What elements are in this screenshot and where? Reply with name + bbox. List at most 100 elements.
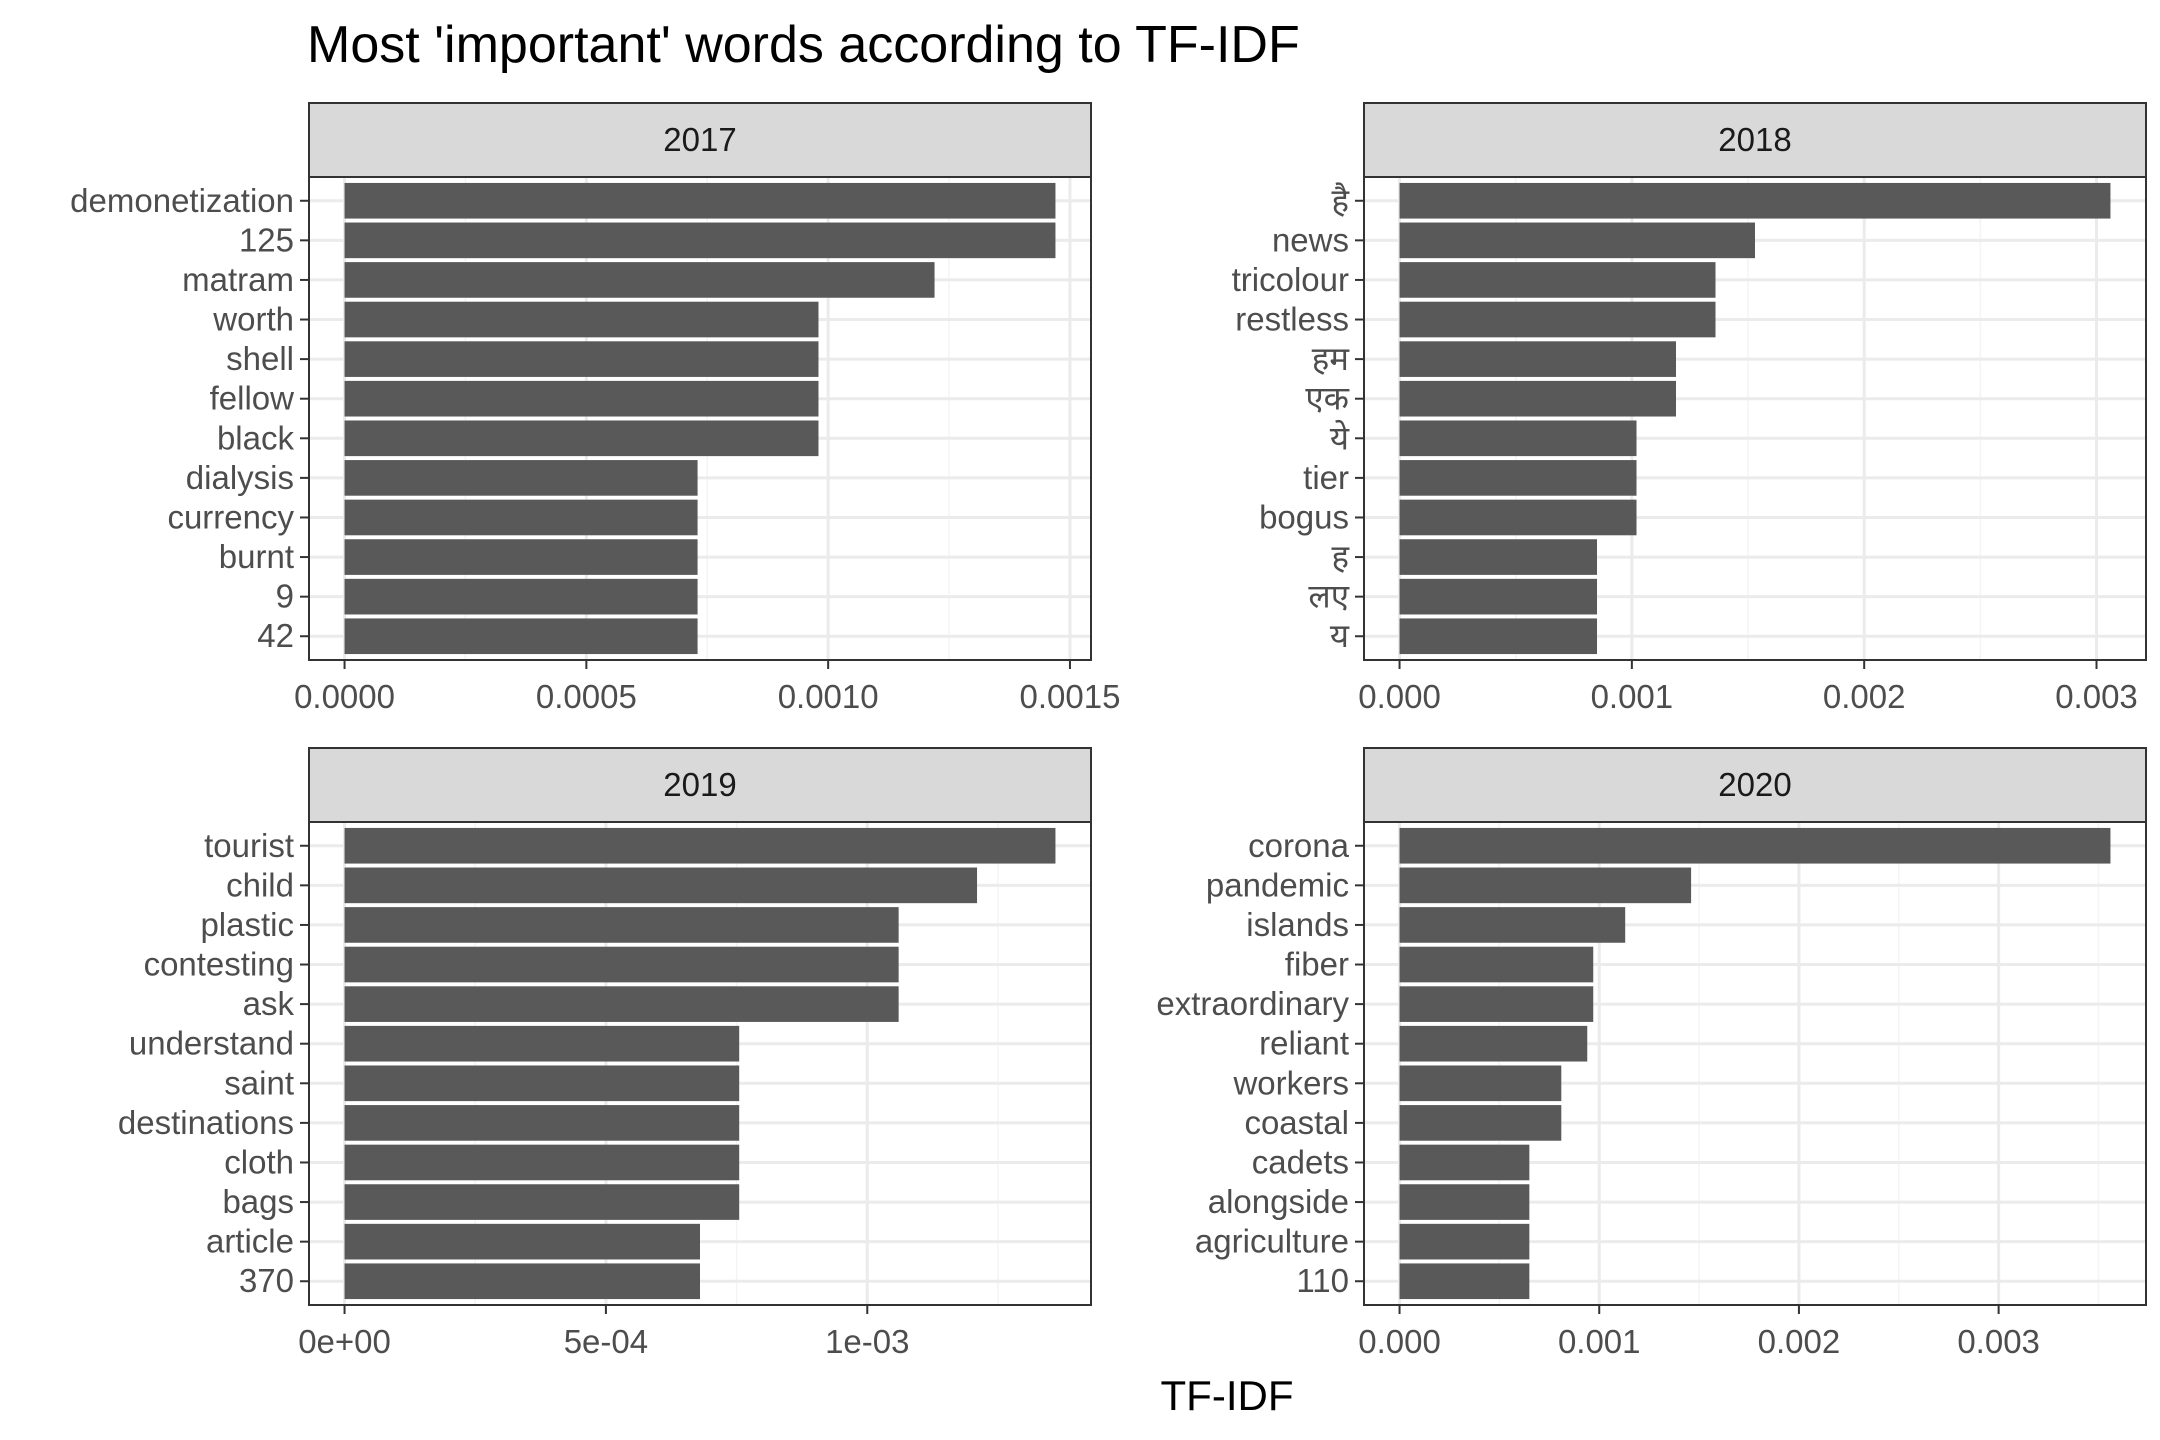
bar-2020-7 [1399, 1065, 1562, 1102]
bar-2020-11 [1399, 1223, 1530, 1260]
facet-panel-2019: 2019 touristchildplasticcontestingaskunde… [118, 747, 1092, 1360]
bar-2017-12 [344, 618, 698, 655]
bar-2020-12 [1399, 1263, 1530, 1300]
y-tick-label: लए [1308, 578, 1349, 615]
facet-strip-label: 2017 [663, 121, 736, 158]
y-tick-label: coastal [1244, 1104, 1349, 1141]
y-tick-label: dialysis [186, 459, 294, 496]
bar-2019-9 [344, 1144, 740, 1181]
y-tick-label: corona [1248, 827, 1350, 864]
facet-strip-label: 2020 [1718, 766, 1791, 803]
bar-2019-11 [344, 1223, 700, 1260]
facet-strip-label: 2018 [1718, 121, 1791, 158]
facet-strip [308, 102, 1092, 178]
bar-2017-11 [344, 578, 698, 615]
y-tick-label: tricolour [1232, 261, 1349, 298]
facet-strip-label: 2019 [663, 766, 736, 803]
y-tick-label: child [226, 866, 294, 903]
y-tick-label: plastic [200, 906, 294, 943]
x-tick-label: 0.001 [1591, 678, 1674, 715]
y-tick-label: tourist [204, 827, 294, 864]
x-tick-label: 0.0005 [536, 678, 637, 715]
y-tick-label: 9 [276, 578, 294, 615]
y-tick-label: ह [1331, 538, 1349, 575]
bar-2019-2 [344, 867, 978, 904]
bar-2018-12 [1399, 618, 1598, 655]
x-tick-label: 0.001 [1558, 1323, 1641, 1360]
bar-2018-7 [1399, 420, 1637, 457]
y-tick-label: है [1331, 182, 1349, 219]
bar-2017-8 [344, 460, 698, 496]
bar-2018-11 [1399, 578, 1598, 615]
y-tick-label: agriculture [1195, 1223, 1349, 1260]
y-tick-label: fiber [1285, 946, 1349, 983]
y-tick-label: currency [167, 498, 294, 535]
y-tick-label: shell [226, 340, 294, 377]
y-tick-label: demonetization [70, 182, 294, 219]
bar-2017-1 [344, 182, 1056, 219]
bar-2020-1 [1399, 827, 2111, 864]
x-axis-title: TF-IDF [1161, 1372, 1294, 1419]
y-tick-label: saint [224, 1064, 294, 1101]
bar-2019-4 [344, 946, 899, 983]
y-tick-label: worth [212, 301, 294, 338]
facet-panel-2017: 2017 demonetization125matramworthshellfel… [70, 102, 1120, 715]
y-tick-label: news [1272, 221, 1349, 258]
y-tick-label: 125 [239, 221, 294, 258]
bar-2017-10 [344, 539, 698, 575]
bar-2019-10 [344, 1184, 740, 1220]
y-tick-label: workers [1232, 1064, 1349, 1101]
y-tick-label: understand [129, 1025, 294, 1062]
y-tick-label: extraordinary [1156, 985, 1349, 1022]
x-tick-label: 0.0000 [294, 678, 395, 715]
y-tick-label: bogus [1259, 498, 1349, 535]
x-tick-label: 0.000 [1358, 678, 1441, 715]
facet-strip [1363, 747, 2147, 823]
y-tick-label: contesting [144, 946, 294, 983]
y-tick-label: 110 [1296, 1262, 1349, 1299]
y-tick-label: black [217, 419, 295, 456]
y-tick-label: matram [182, 261, 294, 298]
bar-2018-6 [1399, 380, 1677, 417]
y-tick-label: य [1330, 617, 1350, 654]
y-tick-label: ask [243, 985, 295, 1022]
bar-2019-1 [344, 827, 1056, 864]
bar-2017-3 [344, 262, 935, 298]
bar-2019-7 [344, 1065, 740, 1102]
y-tick-label: alongside [1208, 1183, 1349, 1220]
y-tick-label: tier [1303, 459, 1349, 496]
y-tick-label: destinations [118, 1104, 294, 1141]
x-tick-label: 0e+00 [298, 1323, 391, 1360]
bar-2018-8 [1399, 460, 1637, 496]
bar-2020-3 [1399, 907, 1626, 943]
y-tick-label: islands [1246, 906, 1349, 943]
x-tick-label: 5e-04 [564, 1323, 648, 1360]
bar-2017-2 [344, 222, 1056, 259]
y-tick-label: fellow [210, 380, 295, 417]
bar-2019-6 [344, 1025, 740, 1062]
facet-strip [1363, 102, 2147, 178]
y-tick-label: restless [1235, 301, 1349, 338]
x-tick-label: 0.003 [1957, 1323, 2040, 1360]
facet-panels: 2017 demonetization125matramworthshellfel… [70, 102, 2147, 1360]
bar-2018-2 [1399, 222, 1755, 259]
y-tick-label: bags [222, 1183, 294, 1220]
bar-2020-5 [1399, 986, 1594, 1022]
x-tick-label: 1e-03 [825, 1323, 909, 1360]
bar-2017-5 [344, 341, 819, 377]
facet-panel-2018: 2018 हैnewstricolourrestlessहमएकयेtierbog… [1232, 102, 2147, 715]
facet-panel-2020: 2020 coronapandemicislandsfiberextraordin… [1156, 747, 2147, 1360]
x-tick-label: 0.002 [1823, 678, 1906, 715]
bar-2018-10 [1399, 539, 1598, 575]
bar-2019-12 [344, 1263, 700, 1300]
y-tick-label: reliant [1259, 1025, 1349, 1062]
chart-title: Most 'important' words according to TF-I… [307, 16, 1300, 74]
y-tick-label: एक [1305, 380, 1349, 417]
bar-2017-4 [344, 301, 819, 338]
facet-strip [308, 747, 1092, 823]
bar-2020-6 [1399, 1025, 1588, 1062]
bar-2020-2 [1399, 867, 1692, 904]
bar-2018-1 [1399, 182, 2111, 219]
bar-2020-10 [1399, 1184, 1530, 1220]
